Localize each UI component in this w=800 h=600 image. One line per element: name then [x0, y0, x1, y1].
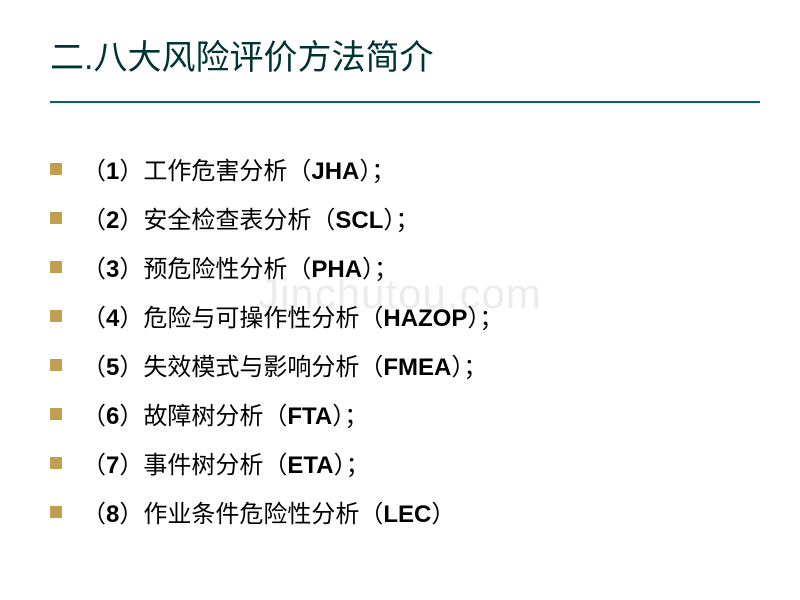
- item-text: （2）安全检查表分析（SCL）；: [82, 200, 419, 235]
- slide-title: 二.八大风险评价方法简介: [50, 30, 760, 103]
- item-text: （3）预危险性分析（PHA）；: [82, 249, 398, 284]
- list-item: （8）作业条件危险性分析（LEC）: [50, 494, 760, 529]
- item-text: （4）危险与可操作性分析（HAZOP）；: [82, 298, 503, 333]
- list-item: （4）危险与可操作性分析（HAZOP）；: [50, 298, 760, 333]
- bullet-icon: [50, 261, 62, 273]
- item-text: （8）作业条件危险性分析（LEC）: [82, 494, 455, 529]
- bullet-icon: [50, 457, 62, 469]
- bullet-icon: [50, 163, 62, 175]
- list-item: （2）安全检查表分析（SCL）；: [50, 200, 760, 235]
- list-item: （3）预危险性分析（PHA）；: [50, 249, 760, 284]
- list-item: （5）失效模式与影响分析（FMEA）；: [50, 347, 760, 382]
- bullet-icon: [50, 212, 62, 224]
- item-text: （6）故障树分析（FTA）；: [82, 396, 368, 431]
- list-item: （7）事件树分析（ETA）；: [50, 445, 760, 480]
- list-item: （6）故障树分析（FTA）；: [50, 396, 760, 431]
- list-item: （1）工作危害分析（JHA）；: [50, 151, 760, 186]
- bullet-icon: [50, 408, 62, 420]
- item-text: （1）工作危害分析（JHA）；: [82, 151, 395, 186]
- item-text: （5）失效模式与影响分析（FMEA）；: [82, 347, 487, 382]
- methods-list: （1）工作危害分析（JHA）； （2）安全检查表分析（SCL）； （3）预危险性…: [50, 151, 760, 529]
- bullet-icon: [50, 359, 62, 371]
- bullet-icon: [50, 310, 62, 322]
- item-text: （7）事件树分析（ETA）；: [82, 445, 370, 480]
- bullet-icon: [50, 506, 62, 518]
